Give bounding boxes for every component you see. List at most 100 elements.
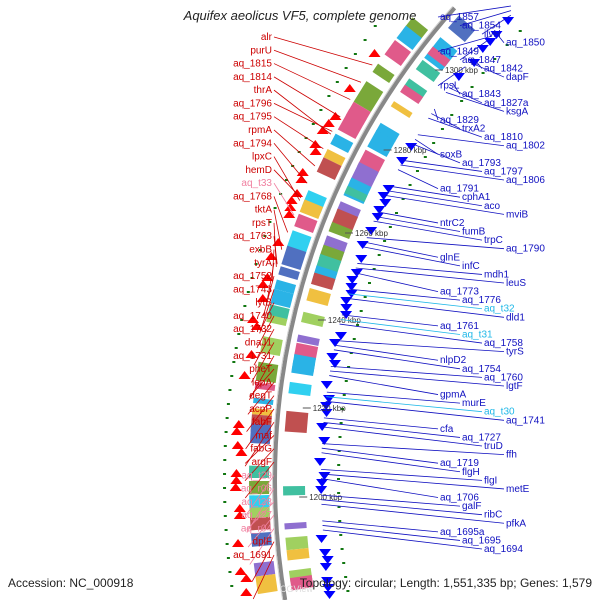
label-leader	[249, 368, 275, 398]
feature-block	[251, 408, 273, 416]
label-leader	[326, 391, 461, 404]
label-leader	[402, 160, 483, 172]
forward-gene-arrow	[238, 371, 251, 379]
label-leader	[431, 113, 461, 129]
gc-tick	[284, 179, 288, 181]
gc-tick	[344, 380, 348, 382]
reverse-gene-arrow	[321, 556, 334, 564]
gene-label-right: aq_1719	[440, 458, 479, 469]
gc-tick	[353, 53, 357, 55]
feature-block	[415, 59, 441, 82]
gc-tick	[367, 282, 371, 284]
gene-label-right: aq_1829	[440, 115, 479, 126]
gene-label-right: leuS	[506, 278, 526, 289]
gc-tick	[226, 403, 230, 405]
gc-tick	[234, 347, 238, 349]
forward-gene-arrow	[265, 252, 278, 260]
kbp-tick-label: 1260 kbp	[355, 229, 388, 238]
gene-label-right: soxB	[440, 149, 463, 160]
feature-block	[375, 122, 400, 142]
gene-label-right: metE	[506, 484, 530, 495]
label-leader	[273, 156, 301, 201]
label-leader	[273, 63, 351, 100]
gc-tick	[337, 478, 341, 480]
gene-label-right: aq_1695	[462, 535, 501, 546]
kbp-tick-label: 1200 kbp	[309, 493, 342, 502]
label-leader	[273, 129, 316, 167]
map-title: Aquifex aeolicus VF5, complete genome	[183, 8, 417, 23]
label-leader	[373, 220, 483, 241]
label-leader	[325, 400, 505, 421]
forward-gene-arrow	[285, 196, 298, 204]
feature-block	[402, 17, 429, 42]
gene-label-right: aq_1776	[462, 295, 501, 306]
gene-label-right: ntrC2	[440, 218, 465, 229]
gc-tick	[263, 235, 267, 237]
gene-label-left: aq_t27	[241, 510, 272, 521]
gc-tick	[341, 408, 345, 410]
label-leader	[330, 365, 483, 378]
feature-block	[253, 561, 276, 577]
gc-tick	[440, 128, 444, 130]
gene-label-left: lytB	[255, 298, 272, 309]
reverse-gene-arrow	[340, 297, 353, 305]
reverse-gene-arrow	[346, 276, 359, 284]
gc-tick	[340, 548, 344, 550]
label-leader	[321, 468, 483, 481]
feature-block	[344, 185, 368, 202]
gc-tick	[224, 529, 228, 531]
gc-tick	[223, 487, 227, 489]
feature-block	[249, 517, 271, 531]
feature-block	[330, 133, 354, 153]
gene-label-left: aq_t29	[241, 470, 272, 481]
gene-label-right: ksgA	[506, 106, 529, 117]
label-leader	[251, 342, 275, 383]
gc-tick	[363, 39, 367, 41]
feature-block	[286, 548, 310, 561]
gc-tick	[337, 464, 341, 466]
gc-tick	[228, 389, 232, 391]
gc-tick	[481, 72, 485, 74]
label-leader	[244, 448, 275, 482]
feature-block	[254, 382, 276, 391]
label-leader	[323, 426, 483, 447]
gene-label-right: cfa	[440, 424, 454, 435]
gene-label-right: aq_1758	[484, 338, 523, 349]
gene-label-right: dld1	[506, 312, 525, 323]
label-leader	[348, 288, 461, 301]
reverse-gene-arrow	[379, 199, 392, 207]
forward-gene-arrow	[234, 567, 247, 575]
gene-label-right: aq_1695a	[440, 527, 485, 538]
gene-label-right: flgH	[462, 467, 480, 478]
label-leader	[322, 525, 461, 541]
gene-label-left: aq_1768	[233, 191, 272, 202]
feature-block	[337, 108, 367, 139]
label-leader	[245, 408, 275, 450]
gc-tick	[388, 226, 392, 228]
gc-tick	[223, 445, 227, 447]
feature-block	[291, 360, 315, 376]
label-leader	[326, 396, 483, 413]
label-leader	[246, 501, 275, 531]
label-leader	[335, 340, 505, 353]
label-leader	[400, 164, 505, 181]
label-leader	[271, 249, 275, 282]
kbp-tick-label: 1240 kbp	[328, 316, 361, 325]
gc-tick	[460, 100, 464, 102]
feature-block	[285, 536, 309, 551]
forward-gene-arrow	[232, 539, 245, 547]
gene-label-right: aq_1727	[462, 432, 501, 443]
reverse-gene-arrow	[321, 577, 334, 585]
gc-tick	[243, 305, 247, 307]
forward-gene-arrow	[309, 140, 322, 148]
label-leader	[249, 528, 275, 565]
gc-tick	[377, 254, 381, 256]
feature-block	[427, 46, 451, 67]
gene-label-left: dplF	[253, 537, 272, 548]
gene-label-right: mviB	[506, 209, 529, 220]
feature-block	[316, 157, 342, 180]
gc-tick	[311, 123, 315, 125]
label-leader	[321, 499, 483, 516]
gc-tick	[423, 156, 427, 158]
reverse-gene-arrow	[476, 45, 489, 53]
